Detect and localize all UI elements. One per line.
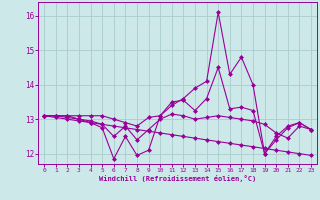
X-axis label: Windchill (Refroidissement éolien,°C): Windchill (Refroidissement éolien,°C) [99,175,256,182]
